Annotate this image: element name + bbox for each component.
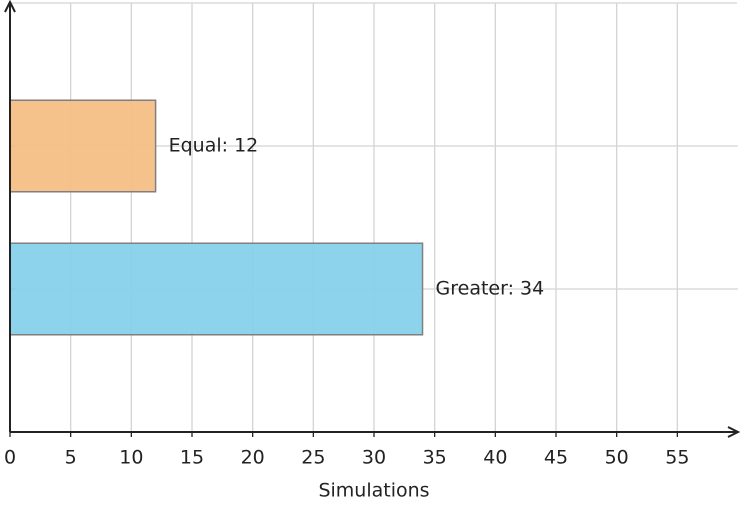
x-tick-label: 45 [544,447,568,469]
x-tick-label: 10 [119,447,143,469]
bar [9,99,157,193]
x-tick-label: 25 [301,447,325,469]
value-label: Equal: 12 [169,135,259,157]
bar [9,242,424,336]
x-tick-label: 40 [483,447,507,469]
value-label: Greater: 34 [436,278,545,300]
x-tick-label: 30 [362,447,386,469]
x-tick-label: 50 [605,447,629,469]
y-axis-arrow [4,0,16,13]
x-axis-arrow [727,426,741,438]
x-tick-label: 35 [423,447,447,469]
x-tick-label: 5 [65,447,77,469]
x-tick-label: 20 [241,447,265,469]
x-tick-label: 55 [665,447,689,469]
x-axis-label: Simulations [318,480,429,502]
x-tick-label: 0 [4,447,16,469]
x-tick-label: 15 [180,447,204,469]
